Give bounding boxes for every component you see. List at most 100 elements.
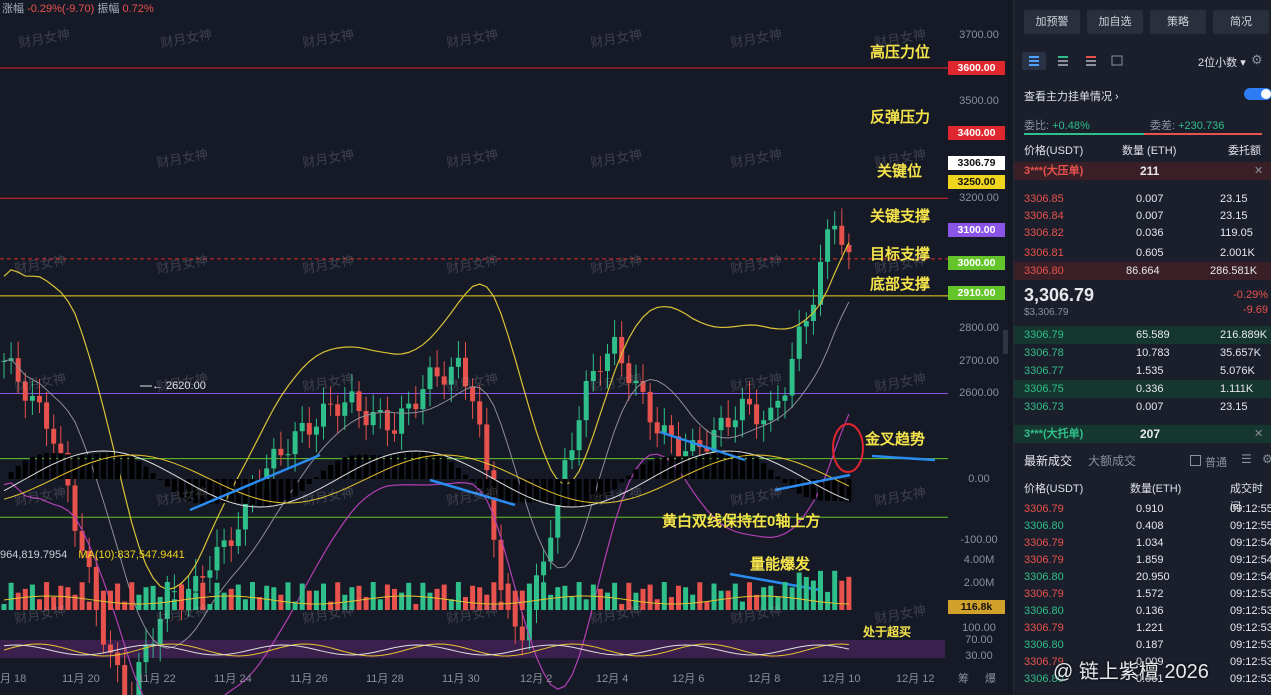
trades-header-qty[interactable]: 数量(ETH) [1130,483,1182,495]
volume-bar [463,597,468,610]
decimals-value: 2位小数 [1198,57,1238,69]
settings-icon[interactable]: ⚙ [1262,452,1271,466]
volume-bar [377,599,383,610]
ob-header-qty[interactable]: 数量 (ETH) [1122,145,1177,157]
bid-row[interactable]: 3306.77 1.535 5.076K [1024,362,1271,380]
bid-row[interactable]: 3306.73 0.007 23.15 [1024,398,1271,416]
volume-bar [356,585,362,610]
candle-body [413,403,419,410]
volume-bar [278,594,284,610]
macd-bar [349,455,355,479]
candlestick-chart-canvas[interactable] [0,0,1008,695]
overview-button[interactable]: 简况 [1213,10,1269,34]
price-axis-label: 2700.00 [959,355,999,367]
ask-row[interactable]: 3306.85 0.007 23.15 [1024,190,1271,208]
strategy-button[interactable]: 策略 [1150,10,1206,34]
chip-distribution-button[interactable]: 筹 [958,673,969,685]
ask-row[interactable]: 3306.81 0.605 2.001K [1024,244,1271,262]
ask-row[interactable]: 3306.82 0.036 119.05 [1024,224,1271,242]
macd-bar [683,456,689,479]
trade-row[interactable]: 3306.79 0.910 09:12:55 [1024,500,1271,518]
trade-row[interactable]: 3306.79 1.221 09:12:53 [1024,619,1271,637]
candle-body [548,537,554,562]
view-bids-icon[interactable] [1054,52,1072,70]
trade-row[interactable]: 3306.80 0.136 09:12:53 [1024,602,1271,620]
candle-body [37,395,42,403]
filter-icon[interactable]: ☰ [1241,452,1252,466]
volume-bar [832,570,838,610]
close-icon[interactable]: ✕ [1254,165,1264,177]
volume-bar [427,592,433,610]
volume-bar [250,582,255,610]
volume-ma-line [3,595,849,605]
ask-row-highlight[interactable]: 3306.80 86.664 286.581K [1014,262,1271,280]
ask-row[interactable]: 3306.84 0.007 23.15 [1024,207,1271,225]
macd-bar [832,479,838,501]
volume-bar [93,583,99,610]
tab-large-trades[interactable]: 大额成交 [1088,454,1137,468]
candle-body [605,353,610,372]
decimals-select[interactable]: 2位小数 ▾ [1198,54,1246,70]
trade-row[interactable]: 3306.80 0.187 09:12:53 [1024,636,1271,654]
candle-body [207,570,213,578]
big-sell-order-row[interactable]: 3***(大压单) 211 ✕ [1014,162,1271,180]
normal-checkbox[interactable] [1190,455,1201,466]
ask-amount: 23.15 [1220,193,1248,205]
panel-collapse-handle[interactable] [1003,330,1008,354]
big-buy-order-row[interactable]: 3***(大托单) 207 ✕ [1014,425,1271,443]
trade-row[interactable]: 3306.79 1.859 09:12:54 [1024,551,1271,569]
volume-bar [761,587,767,610]
bid-diff-label: 委差: [1150,120,1176,132]
view-asks-icon[interactable] [1082,52,1100,70]
bid-row[interactable]: 3306.75 0.336 1.111K [1014,380,1271,398]
add-alert-button[interactable]: 加预警 [1024,10,1080,34]
price-chart[interactable]: 涨幅 -0.29%(-9.70) 振幅 0.72% 3700.00 3500.0… [0,0,1008,695]
trade-row[interactable]: 3306.79 0.009 09:12:53 [1024,653,1271,671]
candle-body [590,370,596,382]
candle-body [193,576,199,592]
big-sell-label: 3***(大压单) [1024,165,1084,177]
volume-legend: 964,819.7954 MA(10):837,547.9441 [0,549,185,561]
candle-body [29,395,35,401]
macd-bar [434,453,440,479]
view-both-icon[interactable] [1022,52,1046,70]
current-price-tag: 3306.79 [948,156,1005,170]
bid-row[interactable]: 3306.79 65.589 216.889K [1014,326,1271,344]
macd-bar [335,460,341,479]
settings-icon[interactable]: ⚙ [1251,52,1263,67]
trade-row[interactable]: 3306.79 1.572 09:12:53 [1024,585,1271,603]
macd-bar [562,479,568,507]
liquidation-button[interactable]: 爆 [985,673,996,685]
bid-price: 3306.73 [1024,401,1064,413]
level-tag-3000: 3000.00 [948,256,1005,270]
trade-price: 3306.80 [1024,639,1064,651]
candle-body [51,428,57,444]
candle-body [108,644,113,653]
volume-bar [15,592,21,610]
add-watchlist-button[interactable]: 加自选 [1087,10,1143,34]
ob-header-amount[interactable]: 委托额 [1228,145,1261,157]
tab-latest-trades[interactable]: 最新成交 [1024,454,1073,468]
bid-qty: 1.535 [1136,365,1164,377]
depth-view-icon[interactable] [1108,52,1126,70]
candle-body [420,389,426,410]
macd-bar [15,465,21,479]
macd-axis-label: 0.00 [968,473,990,485]
trade-time: 09:12:53 [1230,605,1271,617]
volume-bar [313,590,319,610]
macd-bar [463,474,468,479]
trade-row[interactable]: 3306.80 20.950 09:12:54 [1024,568,1271,586]
bid-row[interactable]: 3306.78 10.783 35.657K [1024,344,1271,362]
trade-time: 09:12:53 [1230,673,1271,685]
pending-orders-link[interactable]: 查看主力挂单情况 › [1024,91,1119,103]
pending-orders-toggle[interactable] [1244,88,1271,100]
macd-bar [470,479,476,482]
trade-row[interactable]: 3306.79 1.034 09:12:54 [1024,534,1271,552]
macd-bar [179,479,184,498]
volume-bar [58,585,64,610]
trade-row[interactable]: 3306.80 0.061 09:12:53 [1024,670,1271,688]
time-axis-label: 11月 30 [442,673,480,685]
price-axis-label: 2800.00 [959,322,999,334]
close-icon[interactable]: ✕ [1254,428,1264,440]
trade-row[interactable]: 3306.80 0.408 09:12:55 [1024,517,1271,535]
